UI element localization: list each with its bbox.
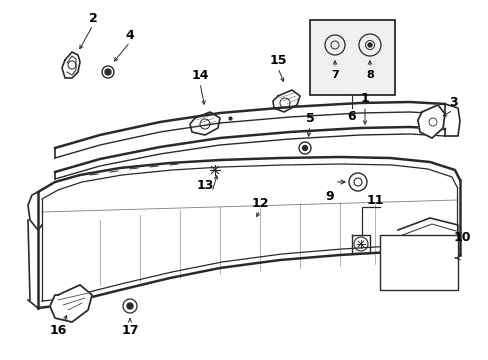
Text: 5: 5 <box>305 112 314 125</box>
Polygon shape <box>50 285 92 322</box>
Bar <box>309 20 394 95</box>
Text: 13: 13 <box>196 179 213 192</box>
Polygon shape <box>417 105 444 138</box>
Text: 11: 11 <box>366 194 383 207</box>
Text: 3: 3 <box>448 95 456 108</box>
Text: 12: 12 <box>251 197 268 210</box>
Text: 14: 14 <box>191 68 208 81</box>
Text: 10: 10 <box>452 230 470 243</box>
Circle shape <box>127 303 133 309</box>
Text: 4: 4 <box>125 28 134 41</box>
Text: 16: 16 <box>49 324 66 337</box>
Circle shape <box>105 69 111 75</box>
Circle shape <box>367 43 371 47</box>
Text: 8: 8 <box>366 70 373 80</box>
Bar <box>379 235 457 290</box>
Text: 9: 9 <box>325 189 334 202</box>
Circle shape <box>302 145 307 150</box>
Text: 1: 1 <box>360 91 368 104</box>
Text: 2: 2 <box>88 12 97 24</box>
Text: 17: 17 <box>121 324 139 337</box>
Text: 15: 15 <box>269 54 286 67</box>
Text: 6: 6 <box>347 109 356 122</box>
Text: 7: 7 <box>330 70 338 80</box>
